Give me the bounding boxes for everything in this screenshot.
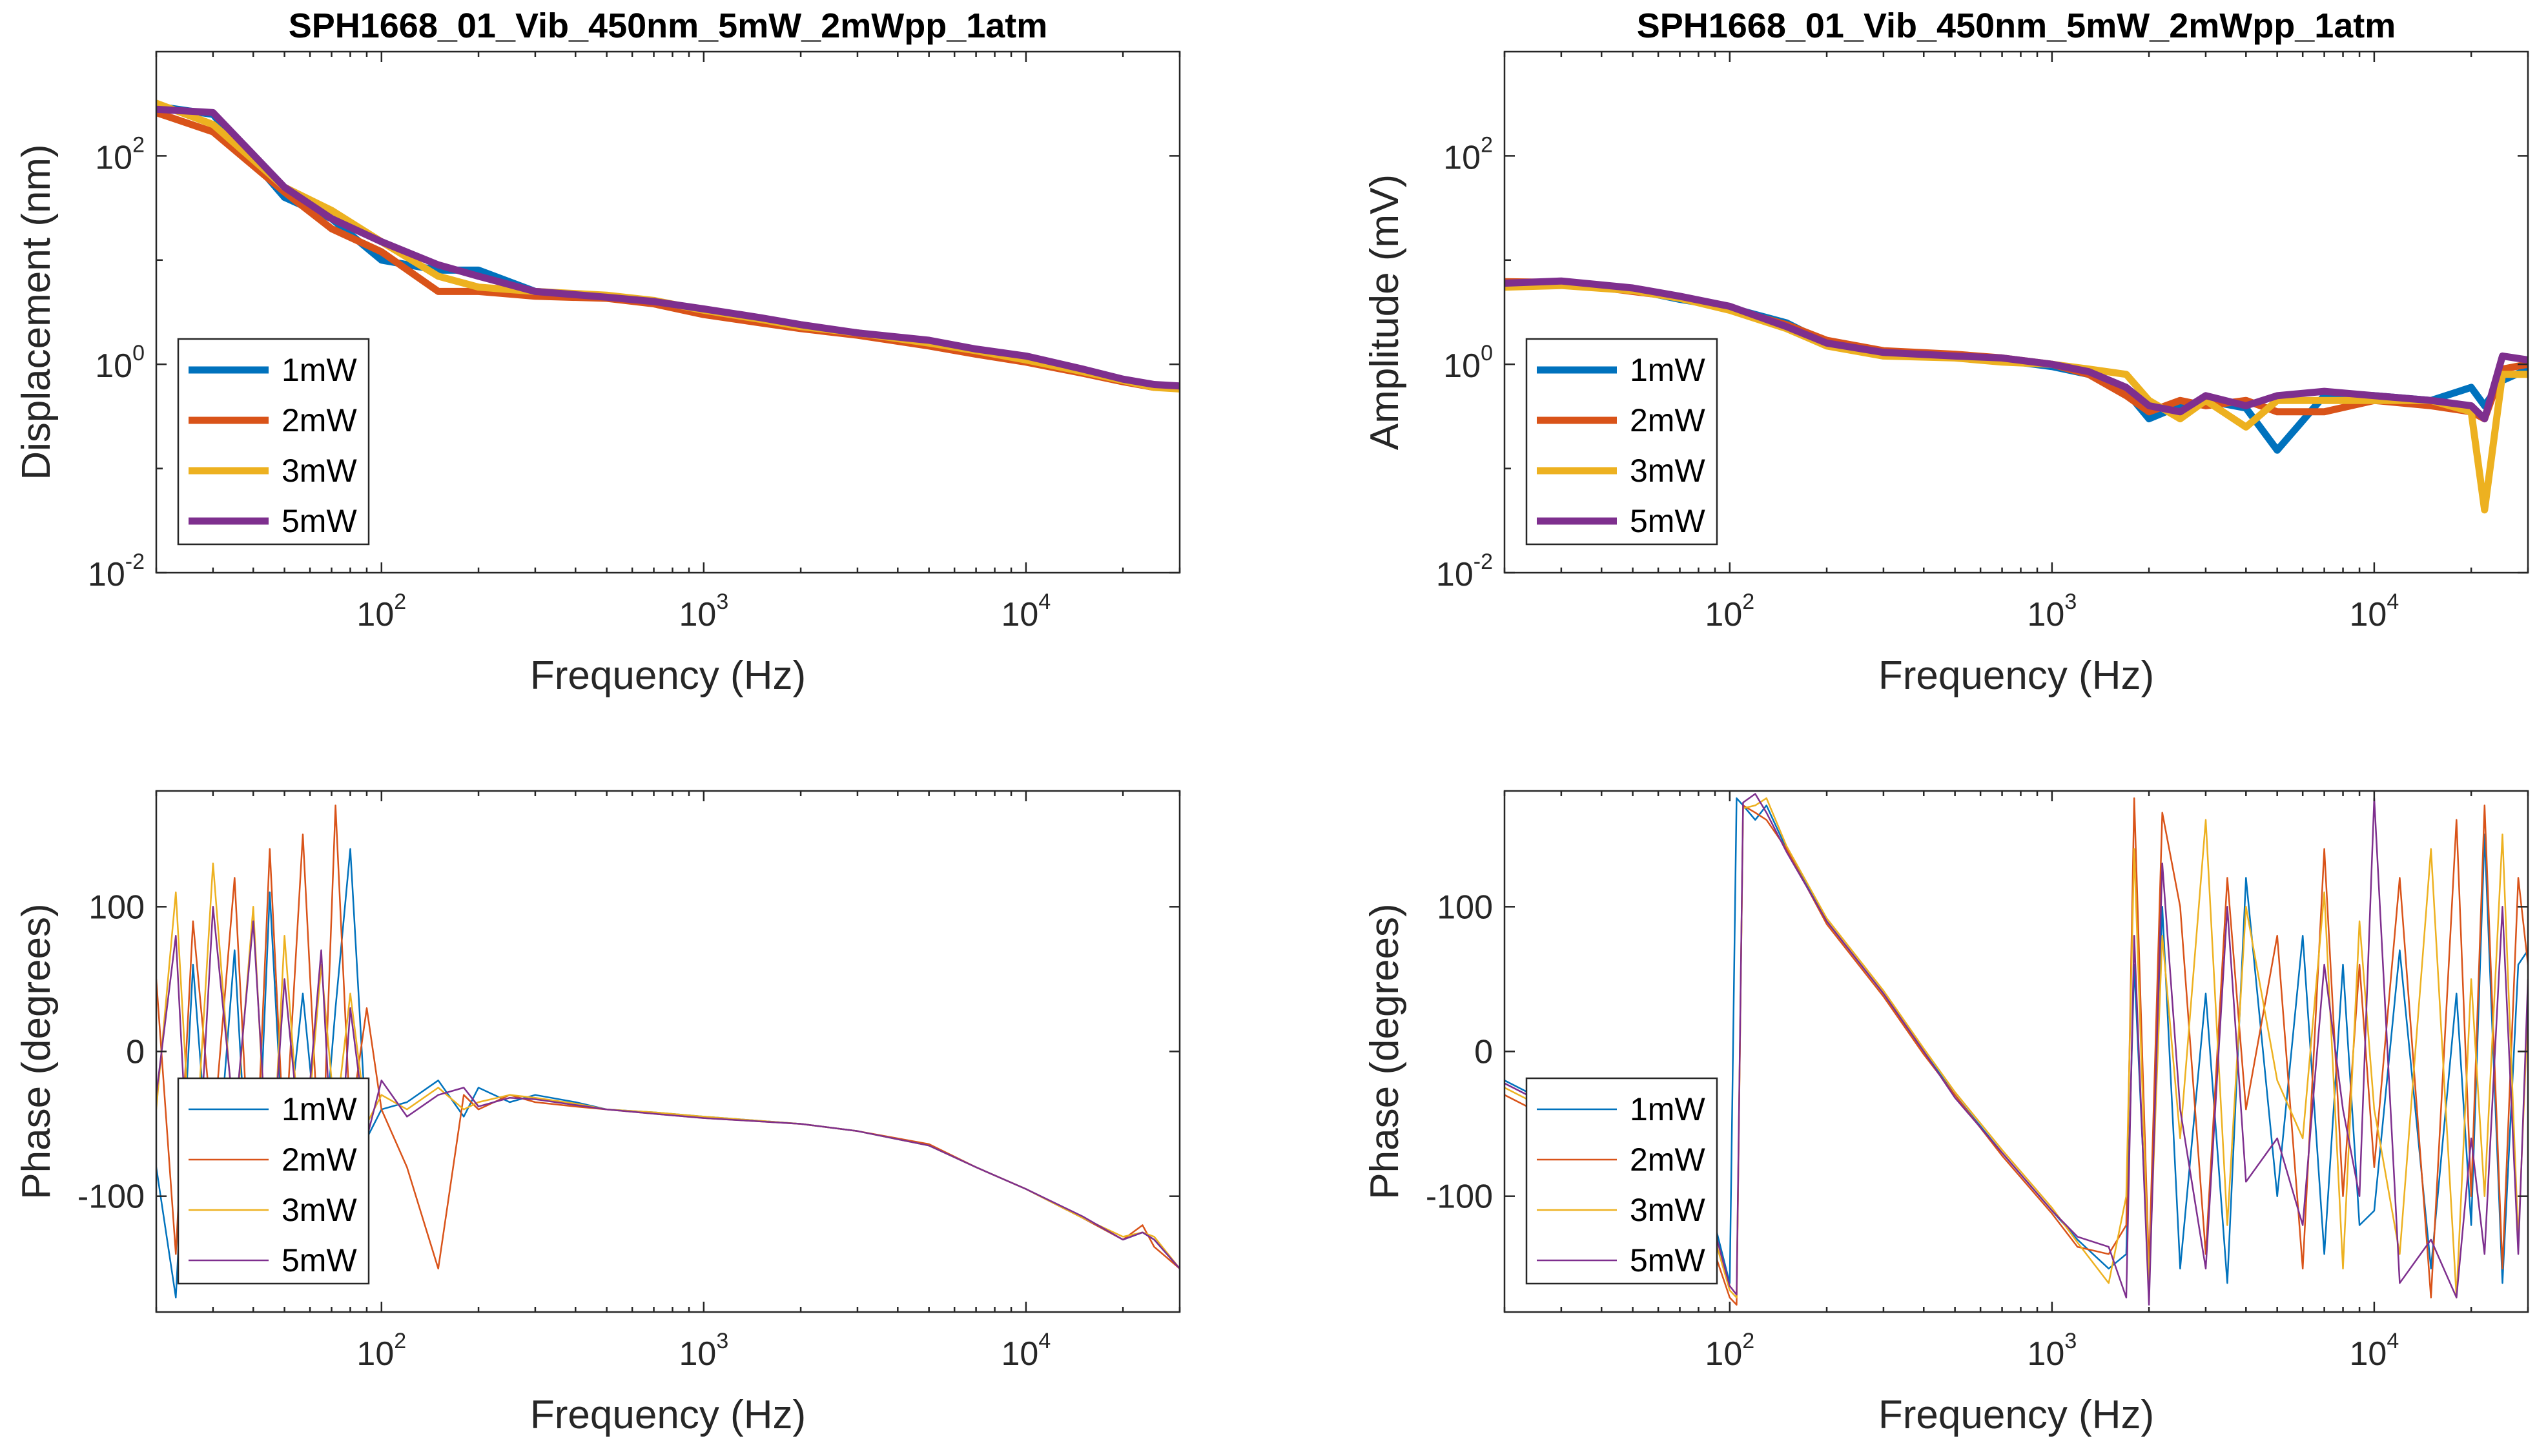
x-tick-label: 102 [1705, 590, 1754, 633]
y-axis-label: Displacement (nm) [14, 144, 59, 480]
x-tick-label: 104 [2350, 590, 2399, 633]
y-tick-label: 102 [95, 132, 145, 176]
legend-entry: 1mW [1630, 1091, 1705, 1127]
x-tick-label: 103 [679, 590, 728, 633]
axes-box [1503, 50, 2529, 574]
legend: 1mW 2mW 3mW 5mW [177, 338, 370, 546]
y-axis-label: Phase (degrees) [1362, 903, 1407, 1199]
y-tick-label: 100 [1437, 888, 1493, 926]
series-lines [1505, 277, 2528, 514]
y-tick-label: -100 [77, 1178, 145, 1216]
legend-entry: 1mW [282, 352, 357, 388]
y-tick-label: 100 [95, 341, 145, 385]
legend-entry: 2mW [282, 1142, 357, 1178]
legend: 1mW 2mW 3mW 5mW [1525, 338, 1718, 546]
legend-box [177, 1077, 370, 1285]
x-axis-label: Frequency (Hz) [1878, 1393, 2154, 1437]
chart-title: SPH1668_01_Vib_450nm_5mW_2mWpp_1atm [289, 6, 1048, 45]
legend-entry: 3mW [1630, 1192, 1705, 1228]
legend-entry: 2mW [282, 402, 357, 438]
legend: 1mW 2mW 3mW 5mW [1525, 1077, 1718, 1285]
series-lines [1505, 793, 2528, 1306]
legend-entry: 5mW [1630, 1242, 1705, 1278]
series-line-5mW [1505, 277, 2528, 423]
legend: 1mW 2mW 3mW 5mW [177, 1077, 370, 1285]
x-tick-label: 102 [356, 590, 406, 633]
axes-box [155, 50, 1181, 574]
x-tick-label: 104 [1001, 590, 1051, 633]
y-axis-label: Amplitude (mV) [1362, 174, 1407, 450]
legend-box [1525, 1077, 1718, 1285]
chart-title: SPH1668_01_Vib_450nm_5mW_2mWpp_1atm [1637, 6, 2396, 45]
y-axis-label: Phase (degrees) [14, 903, 59, 1199]
x-axis-label: Frequency (Hz) [1878, 653, 2154, 698]
subplot-amplitude: 102 103 104 10-2 100 102 Frequency (Hz) Amplitu… [1362, 6, 2529, 698]
x-axis-label: Frequency (Hz) [530, 653, 806, 698]
legend-entry: 3mW [282, 453, 357, 489]
legend-entry: 5mW [1630, 503, 1705, 539]
y-tick-label: 102 [1443, 132, 1493, 176]
x-tick-label: 103 [2027, 1329, 2077, 1373]
legend-entry: 5mW [282, 1242, 357, 1278]
series-line-5mW [156, 105, 1180, 390]
x-tick-label: 104 [1001, 1329, 1051, 1373]
subplot-phase-right: 102 103 104 -100 0 100 Frequency (Hz) Phase (de… [1362, 790, 2529, 1437]
legend-entry: 2mW [1630, 1142, 1705, 1178]
subplot-phase-left: 102 103 104 -100 0 100 Frequency (Hz) Phase (de… [14, 790, 1181, 1437]
y-tick-label: 100 [88, 888, 145, 926]
y-tick-label: 10-2 [1436, 549, 1493, 593]
series-line-5mW [1505, 793, 2528, 1306]
y-tick-label: 0 [1474, 1034, 1493, 1071]
x-axis-label: Frequency (Hz) [530, 1393, 806, 1437]
legend-entry: 1mW [1630, 352, 1705, 388]
legend-entry: 3mW [1630, 453, 1705, 489]
x-tick-label: 103 [2027, 590, 2077, 633]
y-tick-label: 10-2 [88, 549, 145, 593]
series-lines [156, 99, 1180, 393]
x-tick-label: 103 [679, 1329, 728, 1373]
series-line-5mW [156, 906, 1180, 1270]
y-tick-label: 0 [126, 1034, 145, 1071]
y-tick-label: 100 [1443, 341, 1493, 385]
legend-entry: 2mW [1630, 402, 1705, 438]
x-tick-label: 102 [1705, 1329, 1754, 1373]
legend-entry: 5mW [282, 503, 357, 539]
x-tick-label: 102 [356, 1329, 406, 1373]
legend-entry: 3mW [282, 1192, 357, 1228]
x-tick-label: 104 [2350, 1329, 2399, 1373]
y-tick-label: -100 [1426, 1178, 1493, 1216]
legend-entry: 1mW [282, 1091, 357, 1127]
subplot-displacement: 102 103 104 10-2 100 102 Frequency (Hz) Displac… [14, 6, 1181, 698]
